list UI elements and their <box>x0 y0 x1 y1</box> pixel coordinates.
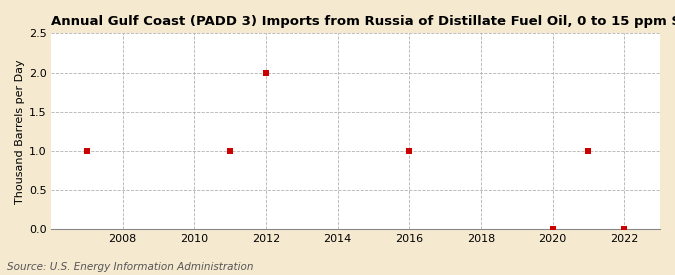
Point <box>619 227 630 232</box>
Text: Source: U.S. Energy Information Administration: Source: U.S. Energy Information Administ… <box>7 262 253 272</box>
Point <box>583 149 594 153</box>
Y-axis label: Thousand Barrels per Day: Thousand Barrels per Day <box>15 59 25 204</box>
Point <box>225 149 236 153</box>
Point <box>261 70 271 75</box>
Text: Annual Gulf Coast (PADD 3) Imports from Russia of Distillate Fuel Oil, 0 to 15 p: Annual Gulf Coast (PADD 3) Imports from … <box>51 15 675 28</box>
Point <box>547 227 558 232</box>
Point <box>404 149 414 153</box>
Point <box>82 149 92 153</box>
